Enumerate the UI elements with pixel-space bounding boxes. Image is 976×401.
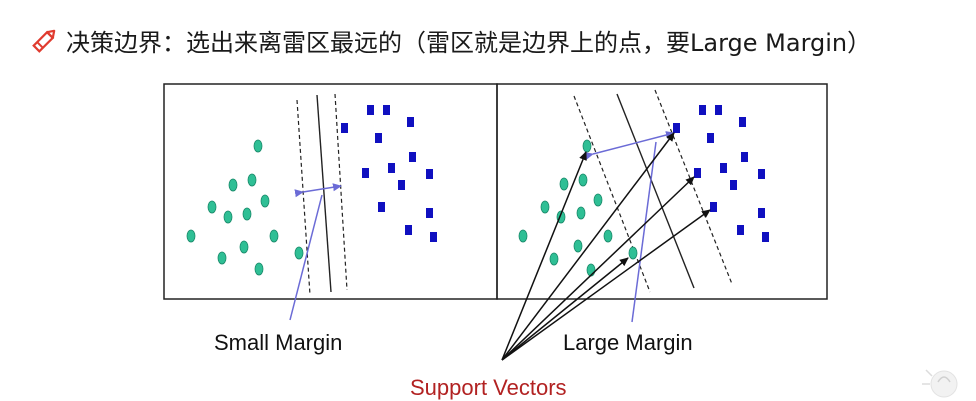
- square-point: [739, 117, 746, 127]
- pencil-icon: [32, 29, 56, 53]
- left-decision-boundary: [316, 94, 332, 293]
- left-margin-arrow: [294, 183, 342, 198]
- circle-point: [549, 252, 559, 266]
- square-point: [730, 180, 737, 190]
- right-margin-line-1: [573, 95, 651, 293]
- square-point: [375, 133, 382, 143]
- left-margin-line-1: [296, 99, 311, 296]
- heading-text: 决策边界：选出来离雷区最远的（雷区就是边界上的点，要Large Margin）: [66, 28, 872, 57]
- circle-point: [576, 206, 586, 220]
- circle-point: [573, 239, 583, 253]
- sv-arrow: [501, 209, 711, 361]
- square-point: [758, 208, 765, 218]
- heading: 决策边界：选出来离雷区最远的（雷区就是边界上的点，要Large Margin）: [30, 22, 871, 58]
- square-point: [362, 168, 369, 178]
- square-point: [715, 105, 722, 115]
- circle-point: [207, 200, 217, 214]
- sv-arrow: [501, 176, 695, 361]
- right-margin-line-2: [654, 89, 733, 285]
- square-point: [707, 133, 714, 143]
- left-squares: [341, 105, 437, 242]
- support-vectors-label: Support Vectors: [410, 375, 567, 400]
- circle-point: [242, 207, 252, 221]
- square-point: [694, 168, 701, 178]
- right-margin-pointer: [631, 141, 657, 323]
- square-point: [407, 117, 414, 127]
- square-point: [762, 232, 769, 242]
- circle-point: [217, 251, 227, 265]
- circle-point: [228, 178, 238, 192]
- circle-point: [223, 210, 233, 224]
- small-margin-label: Small Margin: [214, 330, 342, 355]
- circle-point: [239, 240, 249, 254]
- square-point: [737, 225, 744, 235]
- square-point: [430, 232, 437, 242]
- square-point: [720, 163, 727, 173]
- square-point: [388, 163, 395, 173]
- circle-point: [593, 193, 603, 207]
- right-circles: [518, 139, 638, 277]
- lightbulb-icon: [922, 369, 958, 398]
- circle-point: [559, 177, 569, 191]
- circle-point: [582, 139, 592, 153]
- square-point: [367, 105, 374, 115]
- square-point: [426, 208, 433, 218]
- square-point: [699, 105, 706, 115]
- right-panel-frame: [496, 83, 828, 300]
- circle-point: [518, 229, 528, 243]
- square-point: [741, 152, 748, 162]
- square-point: [341, 123, 348, 133]
- circle-point: [186, 229, 196, 243]
- circle-point: [294, 246, 304, 260]
- square-point: [383, 105, 390, 115]
- large-margin-label: Large Margin: [563, 330, 693, 355]
- square-point: [426, 169, 433, 179]
- circle-point: [578, 173, 588, 187]
- square-point: [710, 202, 717, 212]
- square-point: [409, 152, 416, 162]
- sv-arrow: [501, 257, 629, 361]
- square-point: [758, 169, 765, 179]
- sv-arrow: [501, 132, 675, 361]
- circle-point: [247, 173, 257, 187]
- circle-point: [260, 194, 270, 208]
- square-point: [405, 225, 412, 235]
- right-margin-arrow: [584, 131, 675, 160]
- left-margin-pointer: [289, 194, 323, 321]
- sv-arrow: [501, 151, 587, 361]
- square-point: [673, 123, 680, 133]
- circle-point: [628, 246, 638, 260]
- left-circles: [186, 139, 304, 276]
- circle-point: [269, 229, 279, 243]
- circle-point: [253, 139, 263, 153]
- support-vector-arrows: [501, 132, 711, 361]
- circle-point: [254, 262, 264, 276]
- right-squares: [673, 105, 769, 242]
- circle-point: [603, 229, 613, 243]
- square-point: [398, 180, 405, 190]
- right-decision-boundary: [616, 93, 695, 289]
- square-point: [378, 202, 385, 212]
- left-panel-frame: [163, 83, 498, 300]
- circle-point: [540, 200, 550, 214]
